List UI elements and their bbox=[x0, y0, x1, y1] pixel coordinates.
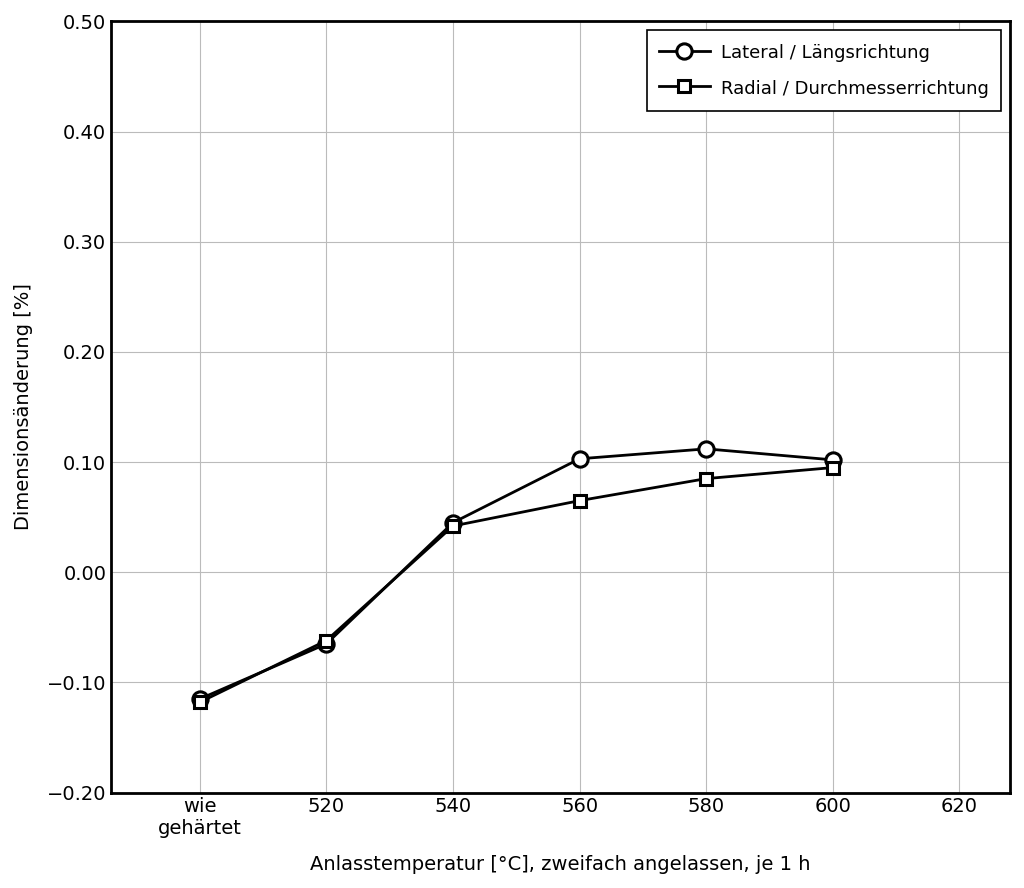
Radial / Durchmesserrichtung bbox=[826, 463, 839, 473]
Line: Radial / Durchmesserrichtung: Radial / Durchmesserrichtung bbox=[194, 462, 839, 709]
Radial / Durchmesserrichtung bbox=[573, 496, 586, 506]
Radial / Durchmesserrichtung bbox=[194, 697, 206, 708]
Lateral / Längsrichtung bbox=[700, 443, 713, 454]
Lateral / Längsrichtung bbox=[826, 455, 839, 465]
Radial / Durchmesserrichtung bbox=[321, 635, 333, 646]
Radial / Durchmesserrichtung bbox=[700, 473, 713, 484]
Lateral / Längsrichtung bbox=[573, 454, 586, 464]
X-axis label: Anlasstemperatur [°C], zweifach angelassen, je 1 h: Anlasstemperatur [°C], zweifach angelass… bbox=[310, 855, 811, 874]
Y-axis label: Dimensionsänderung [%]: Dimensionsänderung [%] bbox=[14, 283, 33, 530]
Radial / Durchmesserrichtung bbox=[446, 520, 459, 531]
Legend: Lateral / Längsrichtung, Radial / Durchmesserrichtung: Lateral / Längsrichtung, Radial / Durchm… bbox=[646, 30, 1001, 111]
Lateral / Längsrichtung bbox=[446, 518, 459, 528]
Line: Lateral / Längsrichtung: Lateral / Längsrichtung bbox=[193, 441, 841, 707]
Lateral / Längsrichtung bbox=[194, 694, 206, 704]
Lateral / Längsrichtung bbox=[321, 638, 333, 649]
